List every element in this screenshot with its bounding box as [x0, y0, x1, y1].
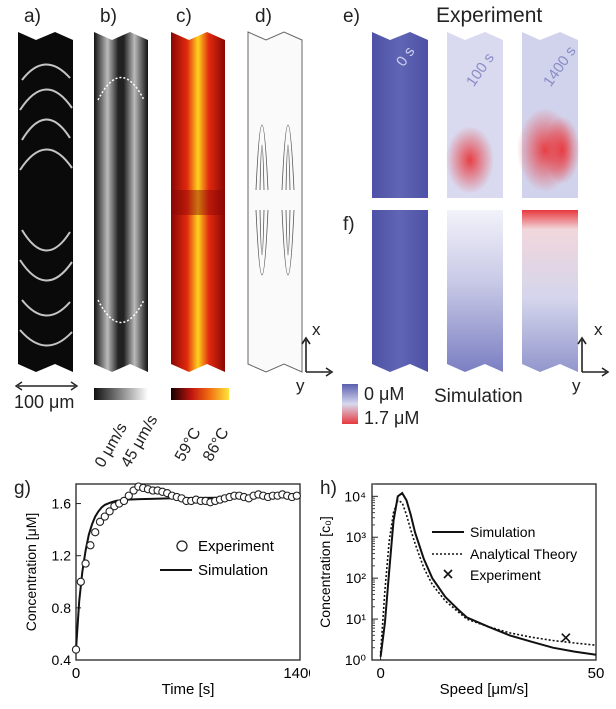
legend-label-experiment: Experiment — [198, 538, 275, 555]
experiment-point — [124, 491, 133, 500]
panel-label-h: h) — [320, 478, 337, 499]
y-tick-label: 1.2 — [52, 548, 72, 564]
conc-max-label: 1.7 μM — [364, 408, 420, 428]
y-tick-label: 10³ — [346, 529, 367, 545]
x-axis-label: Speed [μm/s] — [440, 681, 529, 698]
panel-c-temperature-field — [171, 32, 225, 372]
y-tick-label: 10⁴ — [344, 488, 366, 504]
experiment-point — [91, 528, 100, 537]
series-analytical-line — [379, 499, 597, 653]
scale-bar — [14, 381, 79, 391]
legend-label-experiment: Experiment — [470, 567, 541, 583]
panel-label-b: b) — [100, 6, 117, 27]
experiment-point — [81, 559, 90, 568]
experiment-point — [76, 577, 85, 586]
axis-x-right: x — [594, 320, 603, 339]
y-axis-label: Concentration [c₀] — [317, 516, 333, 628]
legend-marker-experiment — [176, 540, 188, 552]
x-tick-label: 50 — [588, 665, 605, 682]
panel-b-velocity-field — [94, 32, 148, 372]
y-tick-label: 10⁰ — [345, 652, 367, 668]
y-tick-label: 10² — [346, 570, 367, 586]
axis-arrows-left — [301, 336, 334, 377]
y-tick-label: 10¹ — [346, 611, 367, 627]
panel-label-c: c) — [176, 6, 192, 27]
chart-h: 10⁰ 10¹ 10² 10³ 10⁴ 0 50 Speed [μm/s] Concentrat… — [317, 483, 605, 698]
plot-frame — [371, 483, 597, 661]
experiment-point — [100, 512, 109, 521]
temperature-colorbar — [171, 388, 229, 400]
x-tick-label: 1400 — [283, 665, 310, 682]
legend-label-simulation: Simulation — [470, 524, 535, 540]
experiment-point — [95, 517, 105, 526]
panel-label-g: g) — [14, 478, 31, 499]
panel-label-e: e) — [343, 6, 360, 27]
x-tick-label: 0 — [376, 665, 384, 682]
axis-x-left: x — [312, 320, 321, 339]
panel-f-simulation-images — [372, 210, 578, 372]
axis-arrows-right — [577, 336, 610, 377]
axis-y-left: y — [296, 376, 305, 395]
y-tick-label: 0.4 — [52, 652, 72, 668]
legend-marker-experiment — [443, 569, 453, 579]
y-tick-label: 0.8 — [52, 600, 72, 616]
experiment-title: Experiment — [436, 4, 543, 27]
panel-d-streamlines — [247, 31, 303, 373]
y-axis-label: Concentration [μM] — [23, 513, 39, 632]
legend-label-analytical: Analytical Theory — [470, 546, 577, 562]
velocity-colorbar — [94, 388, 148, 400]
panel-label-d: d) — [255, 6, 272, 27]
panel-label-a: a) — [24, 6, 41, 27]
experiment-point — [71, 645, 81, 654]
legend-label-simulation: Simulation — [198, 562, 268, 579]
chart-g: 0.4 0.8 1.2 1.6 0 1400 Time [s] Concentration [… — [23, 482, 310, 698]
experiment-point — [561, 633, 571, 643]
x-axis-label: Time [s] — [162, 681, 215, 698]
experiment-point — [119, 496, 129, 506]
concentration-colorbar — [342, 384, 358, 424]
axis-y-right: y — [572, 376, 581, 395]
panel-e-experiment-images — [372, 32, 580, 198]
scale-bar-label: 100 μm — [14, 392, 75, 412]
simulation-title: Simulation — [434, 386, 523, 407]
x-tick-label: 0 — [72, 665, 80, 682]
experiment-point — [105, 507, 114, 516]
series-simulation-line — [379, 491, 597, 657]
y-tick-label: 1.6 — [52, 496, 72, 512]
conc-min-label: 0 μM — [364, 384, 405, 404]
plot-frame — [75, 483, 301, 661]
panel-a-micrograph — [18, 32, 73, 372]
experiment-point — [292, 491, 301, 500]
experiment-point — [86, 541, 95, 550]
panel-label-f: f) — [343, 214, 355, 235]
